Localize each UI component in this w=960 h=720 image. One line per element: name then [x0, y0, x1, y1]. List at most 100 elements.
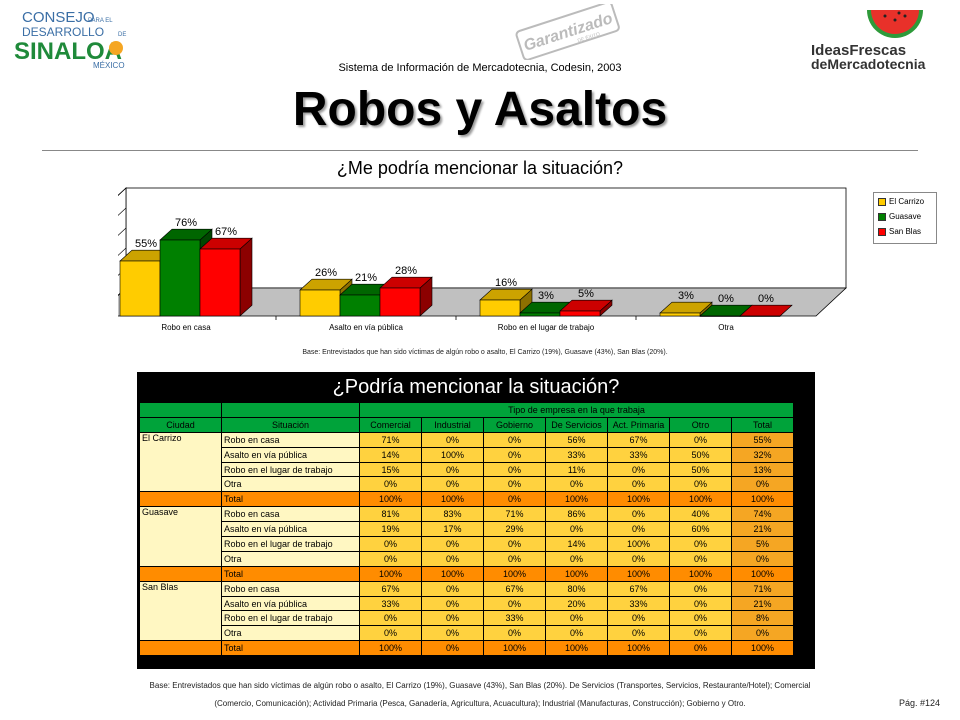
- logo-line-mexico: MÉXICO: [93, 61, 125, 70]
- value-cell: 0%: [669, 536, 732, 552]
- legend-swatch: [878, 227, 886, 236]
- garantizado-stamp-logo: Garantizado DE ÉXITO: [515, 4, 620, 60]
- situation-cell: Total: [221, 491, 360, 508]
- table-header-row: Ciudad Situación Comercial Industrial Gobier…: [139, 416, 794, 433]
- value-cell: 29%: [483, 521, 546, 538]
- header-blank-cell: [221, 402, 360, 418]
- city-cell: El Carrizo: [139, 431, 222, 493]
- value-cell: 0%: [483, 595, 546, 612]
- bar-data-label: 76%: [175, 217, 197, 229]
- value-cell: 0%: [483, 550, 546, 567]
- value-cell: 0%: [359, 476, 422, 493]
- value-cell: 0%: [421, 625, 484, 642]
- value-cell: 0%: [607, 506, 670, 523]
- column-header-city: Ciudad: [139, 416, 222, 433]
- value-cell: 33%: [483, 610, 546, 627]
- table-row: Asalto en vía pública 19% 17% 29% 0% 0% 60% 21%: [140, 521, 794, 538]
- table-title: ¿Podría mencionar la situación?: [332, 376, 620, 398]
- value-cell: 33%: [607, 595, 670, 612]
- value-cell: 67%: [607, 431, 670, 448]
- value-cell: 0%: [359, 610, 422, 627]
- table-row: El Carrizo Robo en casa 71% 0% 0% 56% 67% 0% 55%: [139, 431, 794, 493]
- value-cell: 32%: [731, 446, 794, 463]
- sun-icon: [109, 41, 123, 55]
- value-cell: 100%: [359, 565, 422, 582]
- value-cell: 0%: [421, 536, 484, 552]
- bar: [119, 260, 161, 317]
- value-cell: 0%: [669, 640, 732, 657]
- situation-cell: Otra: [221, 550, 360, 567]
- value-cell: 0%: [607, 625, 670, 642]
- value-cell: 14%: [545, 536, 608, 552]
- value-cell: 0%: [607, 461, 670, 478]
- stamp-text-garantizado: Garantizado: [522, 10, 615, 55]
- value-cell: 60%: [669, 521, 732, 538]
- legend-label: Guasave: [889, 212, 922, 221]
- value-cell: 0%: [607, 521, 670, 538]
- group-header: Tipo de empresa en la que trabaja: [359, 402, 794, 418]
- value-cell: 100%: [421, 565, 484, 582]
- ideas-frescas-logo: IdeasFrescas deMercadotecnia: [811, 10, 926, 72]
- situation-cell: Robo en el lugar de trabajo: [221, 536, 360, 552]
- bar-data-label: 3%: [538, 290, 554, 302]
- bar-data-label: 26%: [315, 267, 337, 279]
- bar: [299, 289, 341, 317]
- value-cell: 0%: [669, 610, 732, 627]
- situation-table: Tipo de empresa en la que trabaja Ciudad S…: [139, 402, 794, 657]
- value-cell: 40%: [669, 506, 732, 523]
- value-cell: 0%: [545, 521, 608, 538]
- bar-data-label: 0%: [718, 293, 734, 305]
- value-cell: 11%: [545, 461, 608, 478]
- header-blank-cell: [139, 402, 222, 418]
- value-cell: 15%: [359, 461, 422, 478]
- table-header-row: Tipo de empresa en la que trabaja: [139, 402, 794, 418]
- value-cell: 0%: [731, 476, 794, 493]
- value-cell: 0%: [483, 446, 546, 463]
- value-cell: 71%: [483, 506, 546, 523]
- value-cell: 20%: [545, 595, 608, 612]
- situation-cell: Otra: [221, 476, 360, 493]
- x-category-label: Robo en casa: [161, 323, 211, 332]
- situation-cell: Robo en casa: [221, 506, 360, 523]
- logo-line-sinaloa: SINALOA: [14, 38, 122, 65]
- bar-data-label: 5%: [578, 288, 594, 300]
- table-row: Total 100% 0% 100% 100% 100% 0% 100%: [139, 640, 794, 657]
- bar-data-label: 0%: [758, 293, 774, 305]
- system-info-line: Sistema de Información de Mercadotecnia,…: [338, 62, 622, 74]
- value-cell: 5%: [731, 536, 794, 552]
- column-header: Industrial: [421, 416, 484, 433]
- value-cell: 0%: [421, 431, 484, 448]
- value-cell: 0%: [359, 536, 422, 552]
- table-base-note-1: Base: Entrevistados que han sido víctima…: [149, 681, 811, 690]
- value-cell: 0%: [359, 625, 422, 642]
- bar: [699, 315, 741, 317]
- value-cell: 67%: [483, 580, 546, 597]
- bar-data-label: 67%: [215, 226, 237, 238]
- table-row: Asalto en vía pública 33% 0% 0% 20% 33% 0% 21%: [140, 595, 794, 612]
- value-cell: 0%: [669, 580, 732, 597]
- value-cell: 100%: [359, 640, 422, 657]
- value-cell: 100%: [731, 491, 794, 508]
- bar: [659, 312, 701, 317]
- value-cell: 21%: [731, 521, 794, 538]
- value-cell: 100%: [545, 565, 608, 582]
- value-cell: 13%: [731, 461, 794, 478]
- logo-line-consejo: CONSEJO: [22, 9, 95, 26]
- value-cell: 100%: [731, 640, 794, 657]
- y-gridline-side: [118, 247, 127, 256]
- legend-label: San Blas: [889, 227, 922, 236]
- value-cell: 55%: [731, 431, 794, 448]
- city-total-spacer: [139, 491, 222, 508]
- value-cell: 100%: [607, 491, 670, 508]
- value-cell: 17%: [421, 521, 484, 538]
- value-cell: 0%: [545, 476, 608, 493]
- column-header: Gobierno: [483, 416, 546, 433]
- value-cell: 0%: [421, 550, 484, 567]
- value-cell: 0%: [483, 431, 546, 448]
- table-row: Robo en el lugar de trabajo 0% 0% 0% 14% 100%…: [140, 536, 794, 552]
- value-cell: 0%: [669, 625, 732, 642]
- value-cell: 56%: [545, 431, 608, 448]
- table-base-note-2: (Comercio, Comunicación); Actividad Prim…: [214, 699, 746, 708]
- table-row: Total 100% 100% 0% 100% 100% 100% 100%: [139, 491, 794, 508]
- city-cell: Guasave: [139, 506, 222, 567]
